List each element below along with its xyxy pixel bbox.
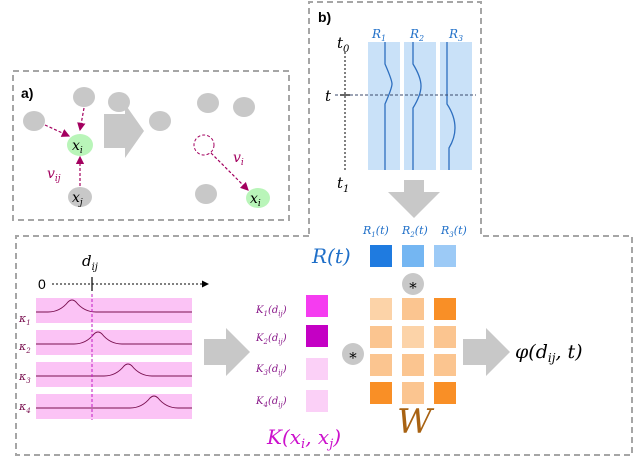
k-label-2: K2(dij) [255, 333, 287, 346]
w-cell [434, 298, 456, 320]
t0-label: t0 [337, 34, 350, 55]
downward-arrow [388, 180, 440, 218]
edge-arrow [77, 107, 86, 132]
w-cell [370, 298, 392, 320]
k-cell-4 [306, 390, 328, 412]
panel-c-border [15, 235, 633, 456]
edge-vij-label: vij [47, 166, 61, 184]
rt-label-3: R3(t) [440, 224, 467, 239]
old-position-circle [193, 134, 215, 156]
curve-r3 [446, 42, 456, 170]
w-cell [402, 326, 424, 348]
panel-b-label: b) [318, 9, 331, 25]
k-label-4: K4(dij) [255, 396, 287, 409]
panel-a-label: a) [21, 85, 33, 101]
kernel-label: K(xi, xj) [266, 425, 341, 452]
graph-node [149, 111, 171, 131]
band-label-r1: R1 [371, 27, 386, 43]
kappa-band-4 [36, 394, 192, 419]
t-label: t [325, 87, 332, 105]
kernel-arrow [204, 328, 250, 376]
kappa-curve-1 [36, 299, 192, 313]
w-cell [434, 354, 456, 376]
node-xi-label: xi [72, 138, 83, 156]
band-label-r3: R3 [448, 27, 463, 43]
rt-label-1: R1(t) [362, 224, 389, 239]
panel-c: 0 dij κ1 κ2 κ3 κ4 K1(dij) K2(dij) K3(dij… [15, 224, 633, 456]
k-cell-2 [306, 325, 328, 347]
kappa-label-4: κ4 [18, 400, 31, 415]
curve-r2 [412, 42, 422, 170]
zero-label: 0 [38, 276, 46, 292]
graph-node [197, 93, 219, 113]
transition-arrow [104, 104, 144, 158]
multiply-operator-1 [342, 343, 364, 365]
k-cell-3 [306, 358, 328, 380]
band-r3 [440, 42, 472, 170]
kappa-label-3: κ3 [18, 370, 31, 385]
multiply-symbol-2: ∗ [408, 276, 418, 294]
panel-a: a) xi xj vij vi xi [12, 70, 290, 221]
w-cell [370, 354, 392, 376]
panel-b-border [308, 1, 482, 234]
graph-node [233, 97, 255, 117]
kappa-curve-2 [36, 331, 192, 345]
node-xj [68, 187, 92, 207]
output-arrow [463, 328, 510, 376]
edge-vi-label: vi [233, 150, 244, 168]
k-label-1: K1(dij) [255, 305, 287, 318]
node-xj-label: xj [72, 190, 83, 208]
node-xi [67, 134, 93, 156]
w-label: W [397, 402, 435, 442]
panel-a-border [12, 70, 290, 221]
band-r2 [404, 42, 436, 170]
velocity-arrow [210, 152, 249, 191]
kappa-curve-3 [36, 363, 192, 377]
rt-cell-2 [402, 245, 424, 267]
curve-r1 [384, 42, 393, 170]
band-label-r2: R2 [409, 27, 424, 43]
phi-label: φ(dij, t) [515, 341, 583, 365]
rt-cell-3 [434, 245, 456, 267]
rt-label-2: R2(t) [401, 224, 428, 239]
w-cell [370, 326, 392, 348]
kappa-band-1 [36, 298, 192, 323]
w-matrix [370, 298, 456, 404]
rt-big-label: R(t) [311, 244, 351, 268]
rt-cell-1 [370, 245, 392, 267]
moved-node-xi [246, 188, 270, 208]
w-cell [402, 382, 424, 404]
kappa-curve-4 [36, 395, 192, 409]
w-cell [402, 298, 424, 320]
dij-label: dij [82, 252, 98, 273]
t1-label: t1 [337, 174, 349, 195]
moved-node-label: xi [250, 191, 261, 209]
edge-arrow [44, 124, 71, 137]
multiply-symbol-1: ∗ [348, 346, 358, 364]
kappa-label-2: κ2 [18, 340, 31, 355]
panel-b: b) t0 t t1 R1 R2 R3 [308, 1, 482, 234]
w-cell [434, 326, 456, 348]
w-cell [402, 354, 424, 376]
graph-node [195, 184, 217, 204]
graph-node [108, 92, 130, 112]
graph-node [73, 87, 95, 107]
multiply-operator-2 [402, 273, 424, 295]
kappa-label-1: κ1 [18, 312, 31, 327]
k-cell-1 [306, 295, 328, 317]
k-label-3: K3(dij) [255, 364, 287, 377]
graph-node [23, 111, 45, 131]
band-r1 [368, 42, 400, 170]
w-cell [370, 382, 392, 404]
w-cell [434, 382, 456, 404]
